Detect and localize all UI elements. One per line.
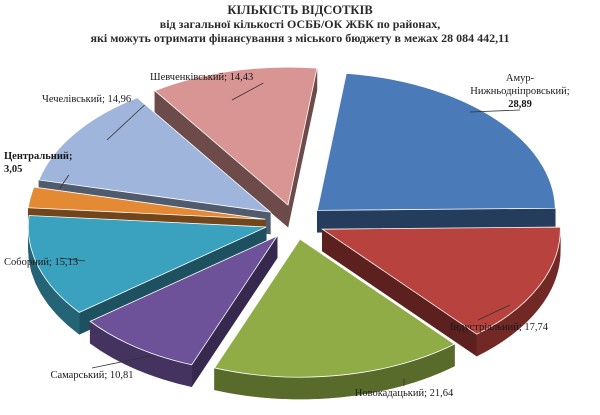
slice-label-text-8-1: Шевченківський; 14,43 xyxy=(150,72,253,83)
leader-line-6 xyxy=(59,174,70,189)
pie-slice-4 xyxy=(89,235,279,388)
leader-line-2 xyxy=(477,304,511,321)
slice-label-1: Амур- Нижньодніпровський; 28,89 xyxy=(469,73,570,113)
pie-slice-1 xyxy=(316,72,556,233)
chart-subtitle-line-1: від загальної кількості ОСББ/ОК ЖБК по р… xyxy=(160,17,441,31)
slice-label-text-2-1: Індустріальний; 17,74 xyxy=(450,322,549,333)
pie-slice-8 xyxy=(154,66,318,228)
slice-label-2: Індустріальний; 17,74 xyxy=(450,304,549,333)
slice-label-text-7-1: Чечелівський; 14,96 xyxy=(42,94,131,105)
slice-label-text-3-1: Новокадацький; 21,64 xyxy=(355,388,454,399)
leader-line-8 xyxy=(231,82,264,101)
leader-line-7 xyxy=(106,104,145,141)
slice-label-4: Самарський; 10,81 xyxy=(50,355,151,381)
slice-label-3: Новокадацький; 21,64 xyxy=(355,378,454,399)
chart-title: КІЛЬКІСТЬ ВІДСОТКІВ xyxy=(227,3,372,17)
slice-label-7: Чечелівський; 14,96 xyxy=(42,94,145,141)
pie-slice-2 xyxy=(321,226,561,357)
slice-label-text-6-1: Центральний; xyxy=(4,151,72,162)
leader-line-1 xyxy=(469,109,521,113)
slice-label-8: Шевченківський; 14,43 xyxy=(150,72,264,101)
slice-label-text-5-1: Соборний; 15,13 xyxy=(4,257,78,268)
leader-line-4 xyxy=(91,355,151,369)
leader-line-5 xyxy=(59,257,86,262)
slice-label-6: Центральний; 3,05 xyxy=(4,151,72,189)
pie-slice-3 xyxy=(213,238,456,400)
slice-label-text-6-2: 3,05 xyxy=(4,164,22,175)
slice-label-5: Соборний; 15,13 xyxy=(4,257,86,268)
slice-label-text-1-1: Амур- xyxy=(506,73,535,84)
slice-label-text-1-2: Нижньодніпровський; xyxy=(470,86,569,97)
chart-subtitle-line-2: які можуть отримати фінансування з міськ… xyxy=(91,31,510,45)
slice-label-text-1-3: 28,89 xyxy=(508,99,532,110)
slice-label-text-4-1: Самарський; 10,81 xyxy=(50,370,133,381)
